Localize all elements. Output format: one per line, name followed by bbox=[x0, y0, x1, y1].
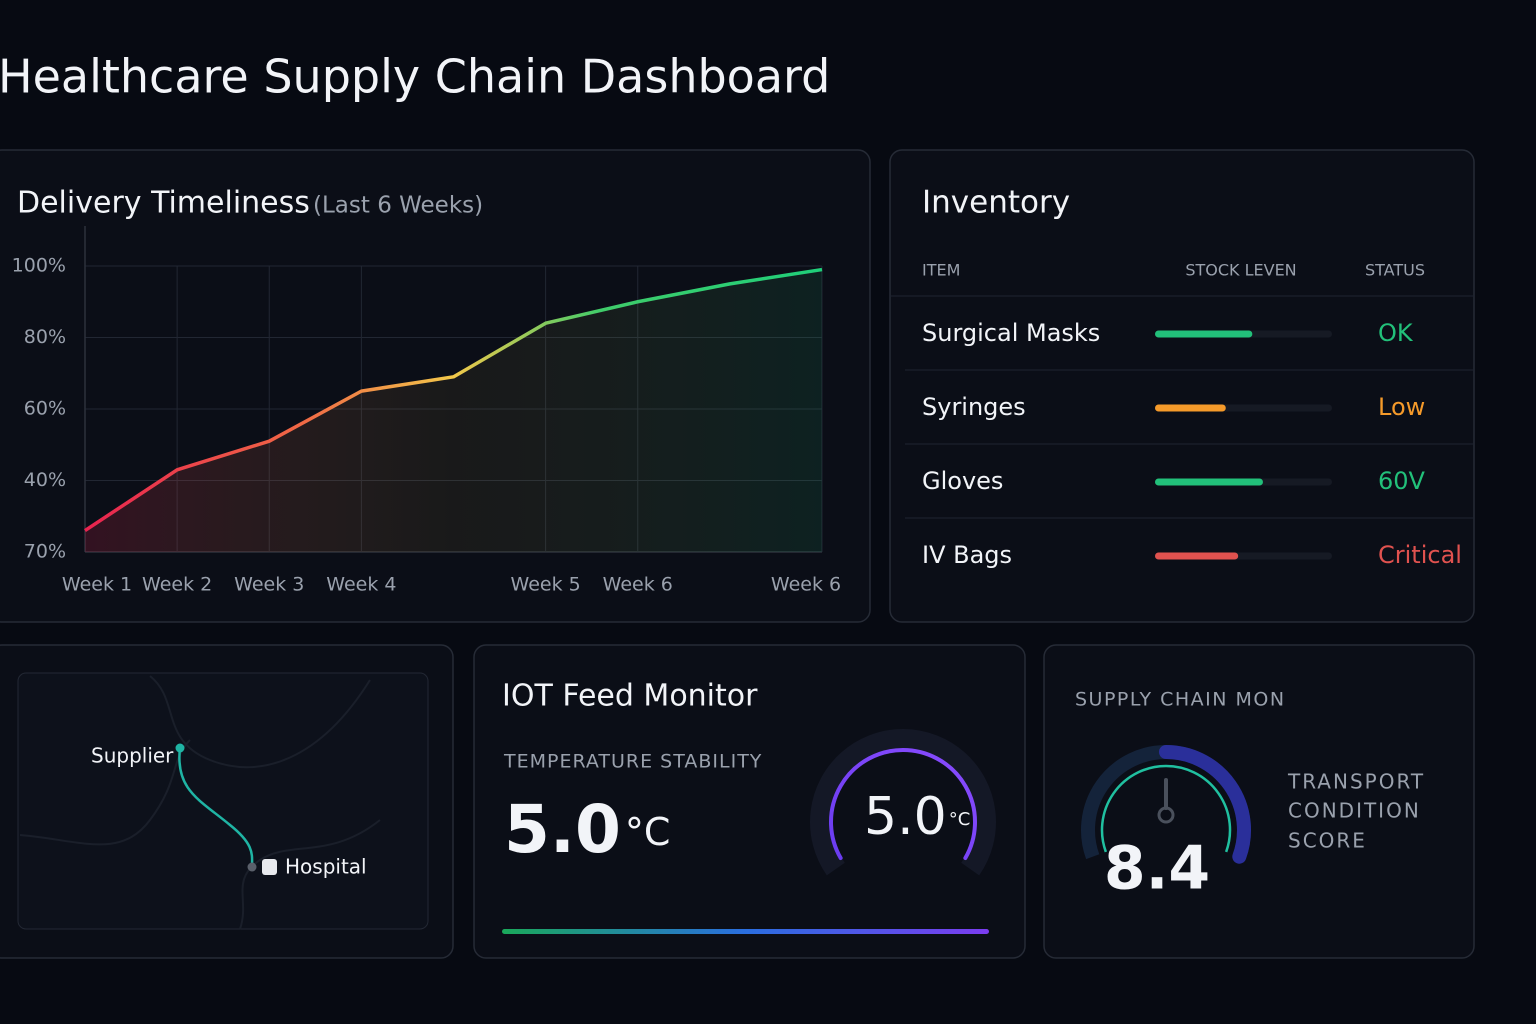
status: 60V bbox=[1378, 467, 1426, 495]
unit: °C bbox=[625, 810, 671, 854]
score-label: SCORE bbox=[1288, 829, 1367, 853]
temperature-value: 5.0 °C bbox=[504, 791, 670, 868]
value: 5.0 bbox=[504, 791, 621, 868]
item-name: IV Bags bbox=[922, 541, 1012, 569]
column-header: STOCK LEVEN bbox=[1185, 261, 1296, 280]
x-tick-label: Week 2 bbox=[142, 574, 212, 596]
map-road bbox=[149, 675, 371, 769]
metric-label: TEMPERATURE STABILITY bbox=[503, 751, 762, 773]
inventory-title: Inventory bbox=[922, 185, 1070, 221]
column-header: ITEM bbox=[922, 261, 960, 280]
origin-label: Supplier bbox=[91, 744, 174, 768]
stock-bar bbox=[1155, 552, 1239, 560]
gauge-inner-arc bbox=[1100, 764, 1232, 853]
item-name: Syringes bbox=[922, 393, 1026, 421]
destination-label: Hospital bbox=[285, 855, 367, 879]
map-frame bbox=[17, 672, 429, 930]
score-value: 8.4 bbox=[1104, 834, 1210, 904]
supply-panel bbox=[1043, 644, 1475, 959]
gauge-arc bbox=[829, 748, 977, 860]
iot-title: IOT Feed Monitor bbox=[502, 679, 758, 714]
x-tick-label: Week 6 bbox=[771, 574, 841, 596]
supply-monitor: SUPPLY CHAIN MON 8.4 TRANSPORT CONDITION… bbox=[1075, 689, 1425, 904]
gauge-arc bbox=[1159, 745, 1251, 864]
gauge-value: 5.0 °C bbox=[864, 787, 970, 847]
delivery-chart: Delivery Timeliness (Last 6 Weeks) 100% 8… bbox=[12, 186, 841, 596]
line-area bbox=[85, 269, 822, 552]
item-name: Gloves bbox=[922, 467, 1003, 495]
y-tick-label: 40% bbox=[24, 469, 66, 491]
iot-monitor: IOT Feed Monitor TEMPERATURE STABILITY 5… bbox=[502, 679, 996, 934]
supply-title: SUPPLY CHAIN MON bbox=[1075, 689, 1286, 711]
x-tick-label: Week 1 bbox=[62, 574, 132, 596]
page-title: Healthcare Supply Chain Dashboard bbox=[0, 50, 830, 104]
stock-bar bbox=[1155, 404, 1226, 412]
y-tick-label: 100% bbox=[12, 255, 66, 277]
y-tick-label: 60% bbox=[24, 398, 66, 420]
unit: °C bbox=[949, 809, 971, 830]
stability-bar bbox=[502, 929, 989, 934]
status: OK bbox=[1378, 319, 1414, 347]
stock-bar bbox=[1155, 478, 1263, 486]
needle-hub bbox=[1157, 806, 1175, 824]
y-tick-label: 70% bbox=[24, 541, 66, 563]
x-tick-label: Week 6 bbox=[603, 574, 673, 596]
gauge-track bbox=[810, 729, 996, 876]
x-tick-label: Week 4 bbox=[326, 574, 396, 596]
column-header: STATUS bbox=[1365, 261, 1425, 280]
route-line bbox=[178, 747, 254, 868]
map-road bbox=[19, 739, 191, 846]
inventory-table: Inventory ITEM STOCK LEVEN STATUS Surgic… bbox=[890, 185, 1474, 569]
status: Critical bbox=[1378, 541, 1462, 569]
x-tick-label: Week 3 bbox=[234, 574, 304, 596]
chart-subtitle: (Last 6 Weeks) bbox=[313, 193, 483, 219]
value: 5.0 bbox=[864, 787, 947, 847]
score-label: TRANSPORT bbox=[1287, 770, 1425, 794]
score-label: CONDITION bbox=[1288, 799, 1421, 823]
stock-bar bbox=[1155, 330, 1253, 338]
map-road bbox=[239, 819, 381, 930]
line-series bbox=[84, 267, 823, 533]
y-tick-label: 80% bbox=[24, 326, 66, 348]
item-name: Surgical Masks bbox=[922, 319, 1100, 347]
route-map: Supplier Hospital bbox=[17, 672, 429, 930]
supplier-dot bbox=[175, 743, 185, 753]
x-tick-label: Week 5 bbox=[511, 574, 581, 596]
hospital-icon bbox=[262, 859, 277, 875]
chart-title: Delivery Timeliness bbox=[17, 186, 310, 221]
inventory-panel bbox=[889, 149, 1475, 623]
status: Low bbox=[1378, 393, 1425, 421]
iot-panel bbox=[473, 644, 1026, 959]
hospital-dot bbox=[247, 862, 257, 872]
